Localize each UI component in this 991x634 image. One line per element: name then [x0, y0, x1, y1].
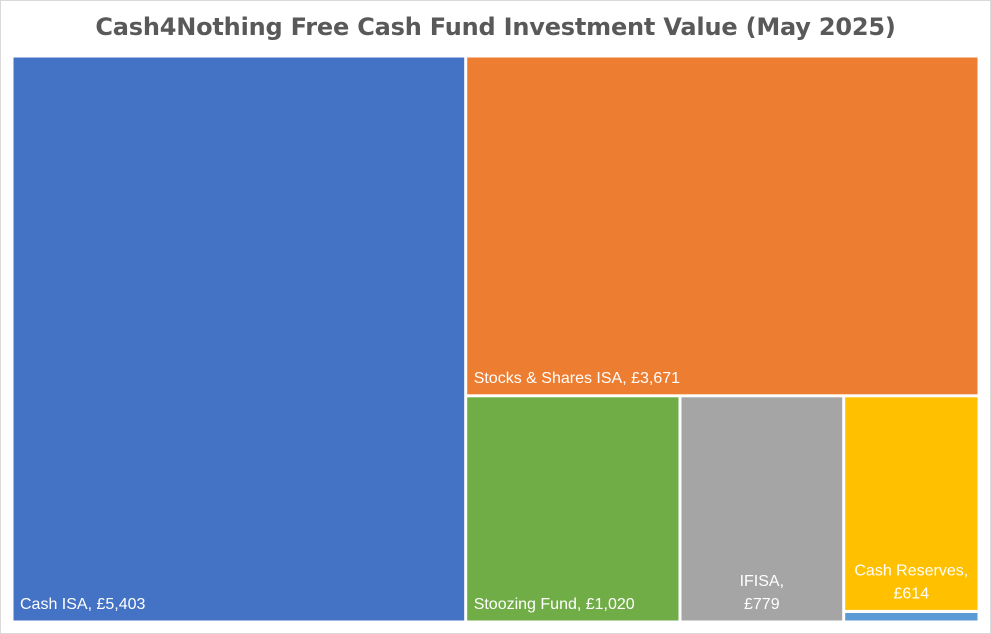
treemap-tile-stoozing-fund: Stoozing Fund, £1,020	[467, 397, 679, 621]
treemap-tile-stocks-shares-isa: Stocks & Shares ISA, £3,671	[467, 57, 978, 395]
treemap-tile-cash-reserves: Cash Reserves, £614	[845, 397, 978, 610]
chart-title: Cash4Nothing Free Cash Fund Investment V…	[95, 13, 896, 41]
treemap-label-cash-isa: Cash ISA, £5,403	[20, 596, 146, 613]
treemap-tile-unlabeled	[845, 613, 978, 621]
treemap-label-cash-reserves: Cash Reserves,	[854, 563, 968, 580]
treemap-tile-cash-isa: Cash ISA, £5,403	[13, 57, 465, 621]
treemap-tile-ifisa: IFISA, £779	[681, 397, 843, 621]
treemap-value-ifisa: £779	[744, 596, 780, 613]
treemap-label-stoozing-fund: Stoozing Fund, £1,020	[474, 596, 635, 613]
treemap-label-stocks-shares-isa: Stocks & Shares ISA, £3,671	[474, 370, 680, 387]
treemap-rect-cash-isa	[13, 57, 465, 621]
treemap-rect-cash-reserves	[845, 397, 978, 610]
treemap-rect-ifisa	[681, 397, 843, 621]
treemap-rect-stocks-shares-isa	[467, 57, 978, 395]
treemap-rect-unlabeled	[845, 613, 978, 621]
treemap-value-cash-reserves: £614	[894, 586, 930, 603]
treemap-label-ifisa: IFISA,	[740, 573, 784, 590]
treemap-rect-stoozing-fund	[467, 397, 679, 621]
